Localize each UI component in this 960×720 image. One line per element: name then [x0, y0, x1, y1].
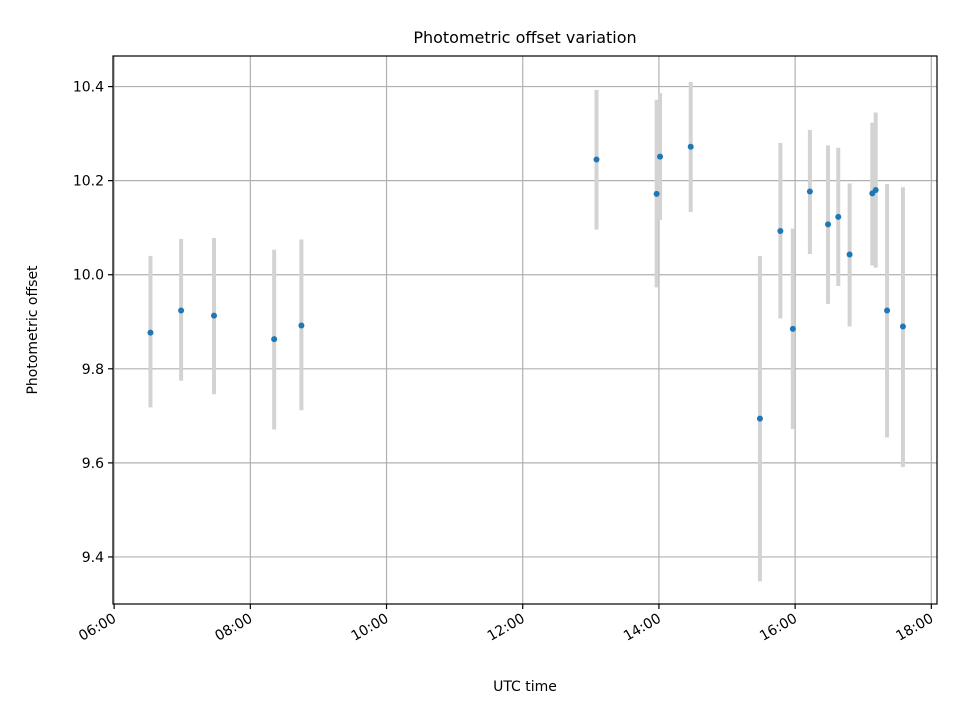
- x-tick-label: 18:00: [893, 611, 936, 645]
- data-point: [687, 143, 694, 150]
- data-point: [899, 323, 906, 330]
- data-point: [298, 322, 305, 329]
- y-tick-label: 10.0: [73, 268, 104, 284]
- data-layer: [147, 81, 906, 582]
- data-point: [271, 336, 278, 343]
- plot-frame: [112, 55, 938, 605]
- y-tick-label: 10.2: [73, 174, 104, 190]
- chart-title: Photometric offset variation: [413, 28, 636, 47]
- x-tick-label: 08:00: [212, 611, 255, 645]
- y-tick-label: 9.8: [82, 362, 104, 378]
- grid: [113, 56, 937, 604]
- data-point: [657, 153, 664, 160]
- data-point: [806, 188, 813, 195]
- data-point: [789, 325, 796, 332]
- data-point: [777, 227, 784, 234]
- axes: 06:00 08:00 10:00 12:00 14:00 16:00 18:00 9.4 9.…: [73, 80, 936, 645]
- data-point: [825, 221, 832, 228]
- y-tick-label: 9.4: [82, 550, 104, 566]
- x-tick-label: 06:00: [76, 611, 119, 645]
- y-tick-label: 9.6: [82, 456, 104, 472]
- x-tick-label: 16:00: [757, 611, 800, 645]
- data-point: [872, 187, 879, 194]
- data-point: [846, 251, 853, 258]
- x-tick-label: 12:00: [485, 611, 528, 645]
- data-point: [756, 415, 763, 422]
- data-point: [835, 213, 842, 220]
- x-axis-label: UTC time: [493, 679, 557, 695]
- y-tick-label: 10.4: [73, 80, 104, 96]
- data-point: [884, 307, 891, 314]
- y-axis-label: Photometric offset: [25, 265, 41, 395]
- data-point: [211, 312, 218, 319]
- data-point: [653, 190, 660, 197]
- data-point: [147, 329, 154, 336]
- data-point: [593, 156, 600, 163]
- x-tick-label: 14:00: [621, 611, 664, 645]
- data-point: [178, 307, 185, 314]
- x-tick-label: 10:00: [349, 611, 392, 645]
